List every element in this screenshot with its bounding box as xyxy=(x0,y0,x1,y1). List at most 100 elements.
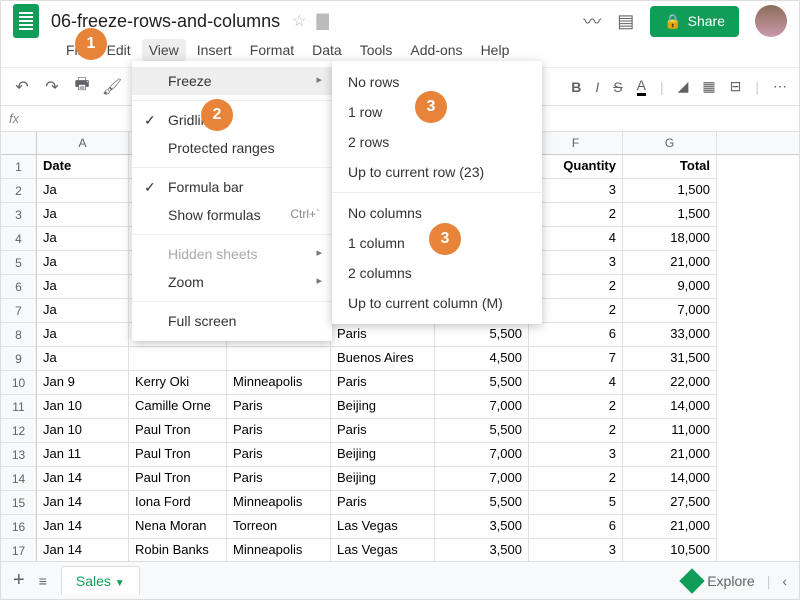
cell[interactable]: Jan 10 xyxy=(37,419,129,443)
star-icon[interactable]: ☆ xyxy=(292,11,306,31)
cell[interactable]: 3,500 xyxy=(435,539,529,563)
cell[interactable]: 4 xyxy=(529,227,623,251)
row-header[interactable]: 13 xyxy=(1,443,37,467)
row-header[interactable]: 14 xyxy=(1,467,37,491)
menu-view[interactable]: View xyxy=(142,39,186,61)
cell[interactable]: 7,000 xyxy=(435,467,529,491)
cell[interactable]: 2 xyxy=(529,203,623,227)
menu-data[interactable]: Data xyxy=(305,39,349,61)
cell[interactable]: Jan 11 xyxy=(37,443,129,467)
strike-icon[interactable]: S xyxy=(613,79,622,95)
menuitem-no-cols[interactable]: No columns xyxy=(332,198,542,228)
cell[interactable]: Beijing xyxy=(331,443,435,467)
cell[interactable]: 5 xyxy=(529,491,623,515)
cell[interactable]: 14,000 xyxy=(623,395,717,419)
menuitem-2-cols[interactable]: 2 columns xyxy=(332,258,542,288)
avatar[interactable] xyxy=(755,5,787,37)
bold-icon[interactable]: B xyxy=(571,79,581,95)
cell[interactable]: Jan 9 xyxy=(37,371,129,395)
comments-icon[interactable]: ▤ xyxy=(617,11,634,32)
cell[interactable]: 5,500 xyxy=(435,371,529,395)
all-sheets-icon[interactable]: ≡ xyxy=(39,573,47,589)
cell[interactable] xyxy=(227,347,331,371)
cell[interactable]: Jan 14 xyxy=(37,539,129,563)
cell[interactable]: 22,000 xyxy=(623,371,717,395)
cell[interactable]: 1,500 xyxy=(623,203,717,227)
cell[interactable] xyxy=(129,347,227,371)
row-header[interactable]: 11 xyxy=(1,395,37,419)
cell[interactable]: Quantity xyxy=(529,155,623,179)
menuitem-show-formulas[interactable]: Show formulasCtrl+` xyxy=(132,201,332,229)
italic-icon[interactable]: I xyxy=(595,79,599,95)
menuitem-up-to-col[interactable]: Up to current column (M) xyxy=(332,288,542,318)
menuitem-protected[interactable]: Protected ranges xyxy=(132,134,332,162)
trend-icon[interactable]: 〰 xyxy=(583,8,601,34)
cell[interactable]: 31,500 xyxy=(623,347,717,371)
cell[interactable]: Ja xyxy=(37,347,129,371)
menuitem-formula-bar[interactable]: Formula bar xyxy=(132,173,332,201)
row-header[interactable]: 12 xyxy=(1,419,37,443)
cell[interactable]: 3 xyxy=(529,179,623,203)
cell[interactable]: 5,500 xyxy=(435,323,529,347)
cell[interactable]: Nena Moran xyxy=(129,515,227,539)
cell[interactable]: Paris xyxy=(227,467,331,491)
col-header[interactable]: A xyxy=(37,132,129,154)
cell[interactable]: 14,000 xyxy=(623,467,717,491)
cell[interactable]: 7,000 xyxy=(435,395,529,419)
menu-addons[interactable]: Add-ons xyxy=(403,39,469,61)
cell[interactable]: 21,000 xyxy=(623,443,717,467)
cell[interactable]: Ja xyxy=(37,227,129,251)
cell[interactable]: 27,500 xyxy=(623,491,717,515)
explore-icon[interactable] xyxy=(679,568,704,593)
row-header[interactable]: 7 xyxy=(1,299,37,323)
cell[interactable]: 1,500 xyxy=(623,179,717,203)
row-header[interactable]: 2 xyxy=(1,179,37,203)
cell[interactable]: Jan 14 xyxy=(37,491,129,515)
cell[interactable]: 5,500 xyxy=(435,419,529,443)
cell[interactable]: 6 xyxy=(529,323,623,347)
cell[interactable]: Kerry Oki xyxy=(129,371,227,395)
row-header[interactable]: 8 xyxy=(1,323,37,347)
menuitem-zoom[interactable]: Zoom xyxy=(132,268,332,296)
cell[interactable]: 33,000 xyxy=(623,323,717,347)
col-header[interactable]: F xyxy=(529,132,623,154)
select-all-corner[interactable] xyxy=(1,132,37,154)
cell[interactable]: Ja xyxy=(37,203,129,227)
cell[interactable]: Paris xyxy=(227,419,331,443)
row-header[interactable]: 16 xyxy=(1,515,37,539)
cell[interactable]: Camille Orne xyxy=(129,395,227,419)
row-header[interactable]: 17 xyxy=(1,539,37,563)
print-icon[interactable]: 🖶 xyxy=(73,78,91,96)
cell[interactable]: 2 xyxy=(529,275,623,299)
cell[interactable]: Jan 14 xyxy=(37,467,129,491)
cell[interactable]: 3 xyxy=(529,251,623,275)
cell[interactable]: Paul Tron xyxy=(129,419,227,443)
cell[interactable]: Beijing xyxy=(331,467,435,491)
cell[interactable]: 18,000 xyxy=(623,227,717,251)
cell[interactable]: Minneapolis xyxy=(227,491,331,515)
cell[interactable]: 3 xyxy=(529,443,623,467)
cell[interactable]: 6 xyxy=(529,515,623,539)
menu-help[interactable]: Help xyxy=(474,39,517,61)
cell[interactable]: Date xyxy=(37,155,129,179)
cell[interactable]: Ja xyxy=(37,251,129,275)
row-header[interactable]: 1 xyxy=(1,155,37,179)
cell[interactable]: 10,500 xyxy=(623,539,717,563)
cell[interactable]: 21,000 xyxy=(623,515,717,539)
cell[interactable]: Paris xyxy=(227,443,331,467)
cell[interactable]: Paul Tron xyxy=(129,467,227,491)
explore-label[interactable]: Explore xyxy=(707,573,754,589)
cell[interactable]: Robin Banks xyxy=(129,539,227,563)
row-header[interactable]: 4 xyxy=(1,227,37,251)
folder-icon[interactable]: ▇ xyxy=(316,11,328,31)
cell[interactable]: Las Vegas xyxy=(331,515,435,539)
textcolor-icon[interactable]: A xyxy=(637,77,646,96)
col-header[interactable]: G xyxy=(623,132,717,154)
cell[interactable]: Buenos Aires xyxy=(331,347,435,371)
menuitem-fullscreen[interactable]: Full screen xyxy=(132,307,332,335)
cell[interactable]: 2 xyxy=(529,299,623,323)
paint-icon[interactable]: 🖌 xyxy=(103,78,121,96)
menuitem-freeze[interactable]: Freeze xyxy=(132,67,332,95)
sheet-tab-sales[interactable]: Sales ▼ xyxy=(61,566,140,595)
fill-icon[interactable]: ◢ xyxy=(678,78,689,95)
